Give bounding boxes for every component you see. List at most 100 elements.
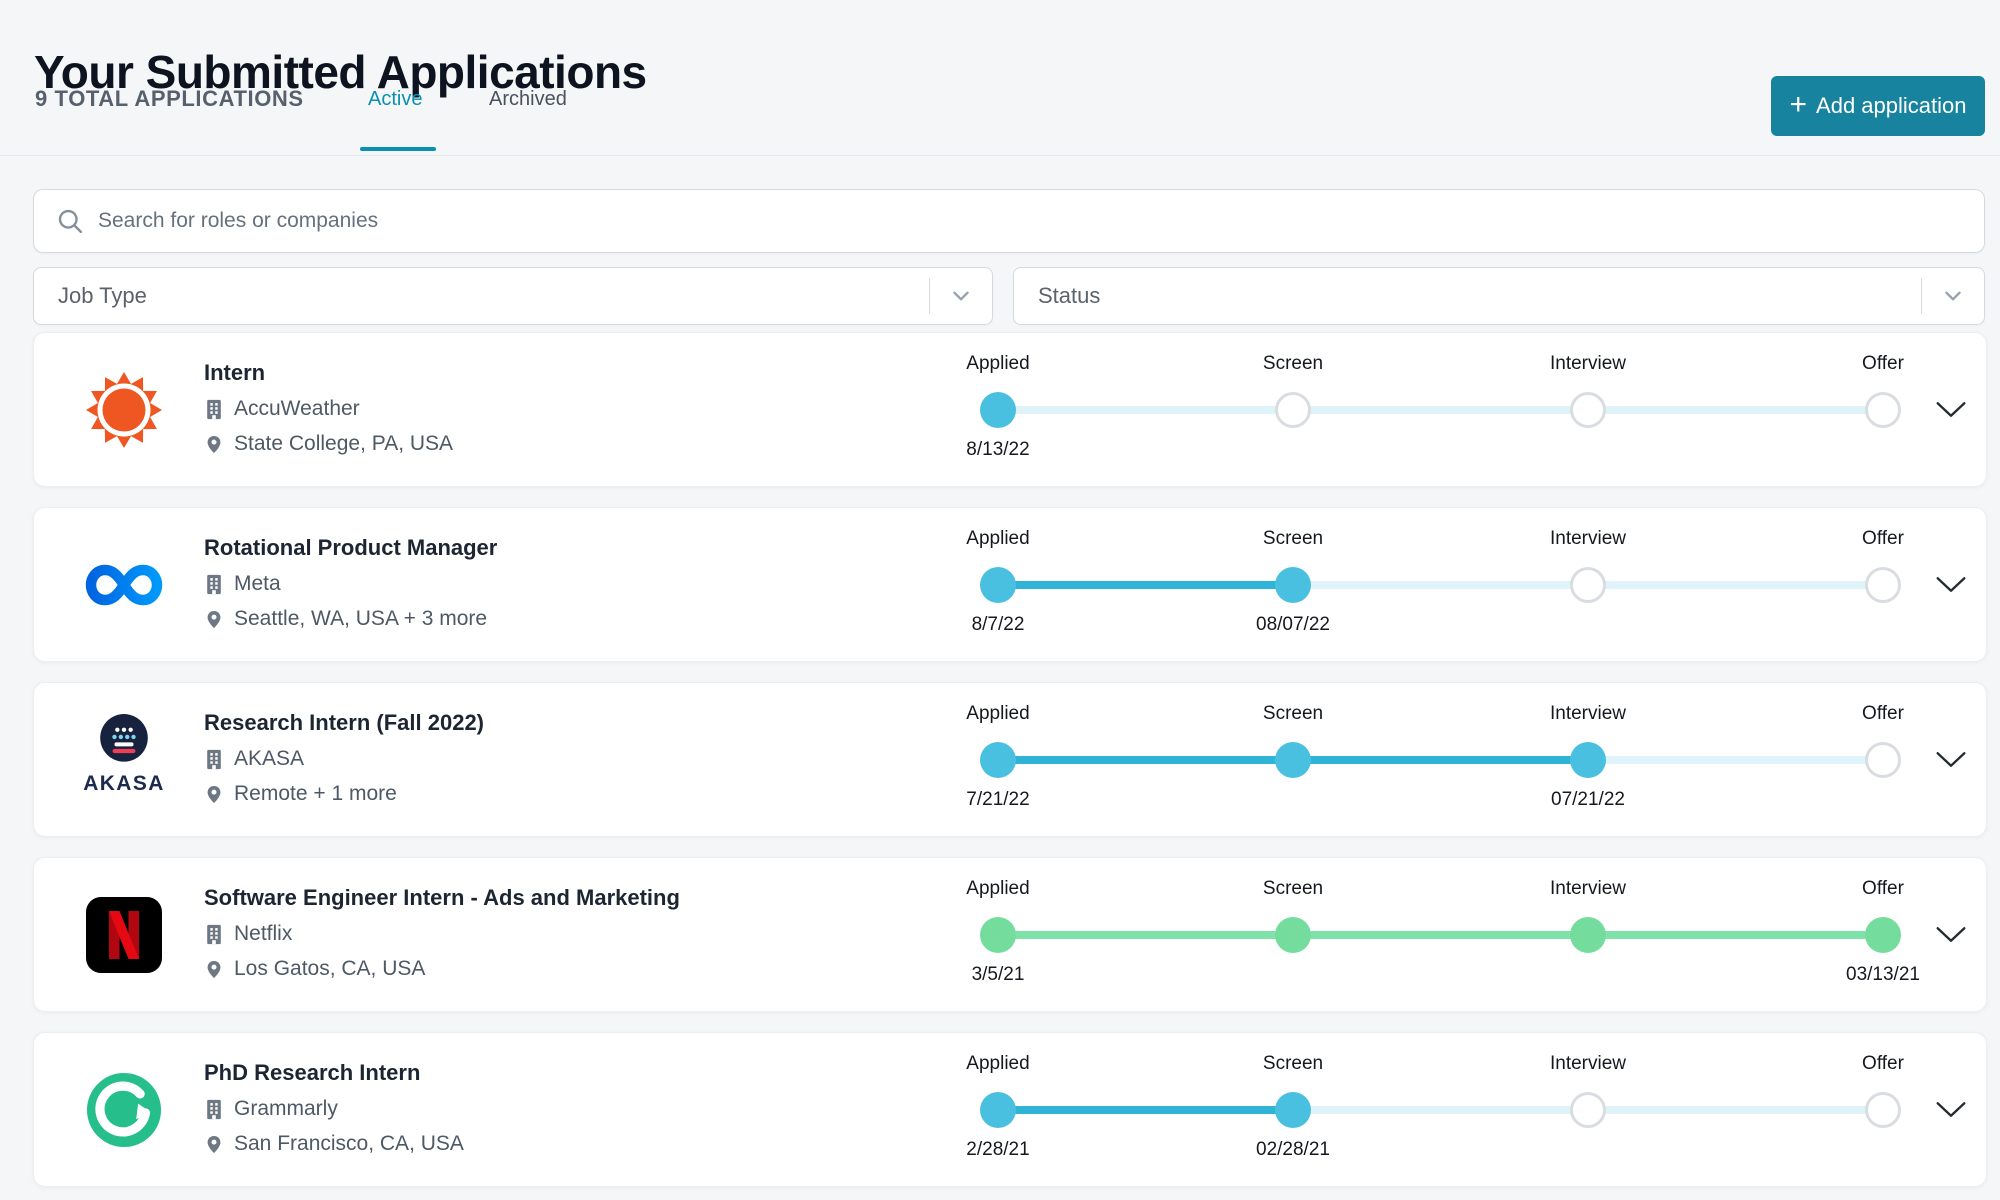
akasa-logo: AKASA [84, 714, 164, 800]
step-dot [1570, 567, 1606, 603]
step-dot [1570, 1092, 1606, 1128]
company-name: AKASA [234, 747, 305, 770]
step-date: 7/21/22 [966, 789, 1030, 810]
step-dot [1570, 917, 1606, 953]
step-dot [1275, 392, 1311, 428]
filter-status[interactable]: Status [1013, 267, 1985, 325]
progress-step: Offer [1783, 1033, 1983, 1128]
step-date: 08/07/22 [1256, 614, 1330, 635]
step-date: 03/13/21 [1846, 964, 1920, 985]
progress-step: Interview 07/21/22 [1488, 683, 1688, 810]
step-date: 3/5/21 [971, 964, 1025, 985]
step-dot [1275, 1092, 1311, 1128]
progress-tracker: Applied 8/7/22 Screen 08/07/22 Interview Offe… [34, 508, 1986, 661]
step-dot [1275, 567, 1311, 603]
svg-text:AKASA: AKASA [84, 772, 164, 795]
step-connector [1588, 406, 1883, 414]
step-date: 07/21/22 [1551, 789, 1625, 810]
progress-step: Applied 8/13/22 [898, 333, 1098, 460]
step-label: Applied [966, 878, 1030, 899]
filter-job-type-label: Job Type [58, 283, 147, 308]
location-pin-icon [204, 783, 224, 806]
search-input[interactable] [33, 189, 1985, 253]
step-dot [980, 1092, 1016, 1128]
location-pin-icon [204, 608, 224, 631]
step-label: Interview [1549, 353, 1627, 374]
building-icon [204, 573, 224, 596]
job-title: Research Intern (Fall 2022) [204, 710, 485, 735]
step-connector [998, 756, 1293, 764]
step-label: Interview [1549, 703, 1627, 724]
step-connector [1588, 1106, 1883, 1114]
chevron-down-icon [1936, 1101, 1966, 1117]
company-name: Netflix [234, 922, 293, 945]
step-connector [998, 581, 1293, 589]
company-row: AccuWeather [204, 397, 360, 421]
add-application-button[interactable]: + Add application [1771, 76, 1985, 136]
chevron-down-icon [1936, 926, 1966, 942]
progress-step: Applied 7/21/22 [898, 683, 1098, 810]
progress-tracker: Applied 7/21/22 Screen Interview 07/21/22 Off… [34, 683, 1986, 836]
progress-tracker: Applied 3/5/21 Screen Interview Offer 03/13/2… [34, 858, 1986, 1011]
building-icon [204, 748, 224, 771]
progress-step: Screen [1193, 333, 1393, 428]
step-label: Screen [1262, 1053, 1324, 1074]
tab-active[interactable]: Active [368, 88, 423, 110]
expand-button[interactable] [1932, 570, 1970, 598]
location-pin-icon [204, 433, 224, 456]
filter-job-type[interactable]: Job Type [33, 267, 993, 325]
step-dot [1865, 742, 1901, 778]
chevron-down-icon [930, 283, 992, 309]
progress-step: Applied 8/7/22 [898, 508, 1098, 635]
location-pin-icon [204, 1133, 224, 1156]
step-dot [1570, 742, 1606, 778]
expand-button[interactable] [1932, 395, 1970, 423]
step-label: Applied [966, 528, 1030, 549]
step-connector [1293, 756, 1588, 764]
step-date: 02/28/21 [1256, 1139, 1330, 1160]
expand-button[interactable] [1932, 1095, 1970, 1123]
job-title: Rotational Product Manager [204, 535, 498, 560]
step-date: 2/28/21 [966, 1139, 1030, 1160]
job-location: San Francisco, CA, USA [234, 1132, 464, 1155]
step-label: Interview [1549, 878, 1627, 899]
expand-button[interactable] [1932, 745, 1970, 773]
plus-icon: + [1789, 87, 1808, 121]
step-connector [998, 931, 1293, 939]
progress-step: Offer [1783, 683, 1983, 778]
progress-step: Offer [1783, 333, 1983, 428]
application-card[interactable]: PhD Research Intern Grammarly [33, 1032, 1987, 1187]
header-divider [0, 155, 2000, 156]
application-card[interactable]: Software Engineer Intern - Ads and Marke… [33, 857, 1987, 1012]
location-pin-icon [204, 958, 224, 981]
job-title: PhD Research Intern [204, 1060, 421, 1085]
step-connector [1588, 581, 1883, 589]
progress-step: Interview [1488, 508, 1688, 603]
step-dot [1275, 742, 1311, 778]
step-connector [1293, 931, 1588, 939]
expand-button[interactable] [1932, 920, 1970, 948]
progress-step: Screen 08/07/22 [1193, 508, 1393, 635]
application-card[interactable]: Rotational Product Manager Meta [33, 507, 1987, 662]
step-label: Offer [1862, 703, 1904, 724]
application-card[interactable]: AKASA Research Intern (Fall 2022) AKASA [33, 682, 1987, 837]
step-label: Screen [1262, 703, 1324, 724]
step-label: Applied [966, 703, 1030, 724]
application-card[interactable]: Intern AccuWeather [33, 332, 1987, 487]
step-label: Offer [1862, 528, 1904, 549]
tab-archived[interactable]: Archived [489, 88, 567, 110]
building-icon [204, 923, 224, 946]
add-application-label: Add application [1816, 93, 1967, 118]
progress-step: Offer [1783, 508, 1983, 603]
chevron-down-icon [1936, 751, 1966, 767]
step-dot [980, 917, 1016, 953]
step-label: Offer [1862, 353, 1904, 374]
step-connector [1293, 406, 1588, 414]
active-tab-underline [360, 147, 436, 151]
building-icon [204, 398, 224, 421]
step-label: Screen [1262, 878, 1324, 899]
building-icon [204, 1098, 224, 1121]
company-name: AccuWeather [234, 397, 360, 420]
progress-step: Offer 03/13/21 [1783, 858, 1983, 985]
step-connector [1588, 931, 1883, 939]
